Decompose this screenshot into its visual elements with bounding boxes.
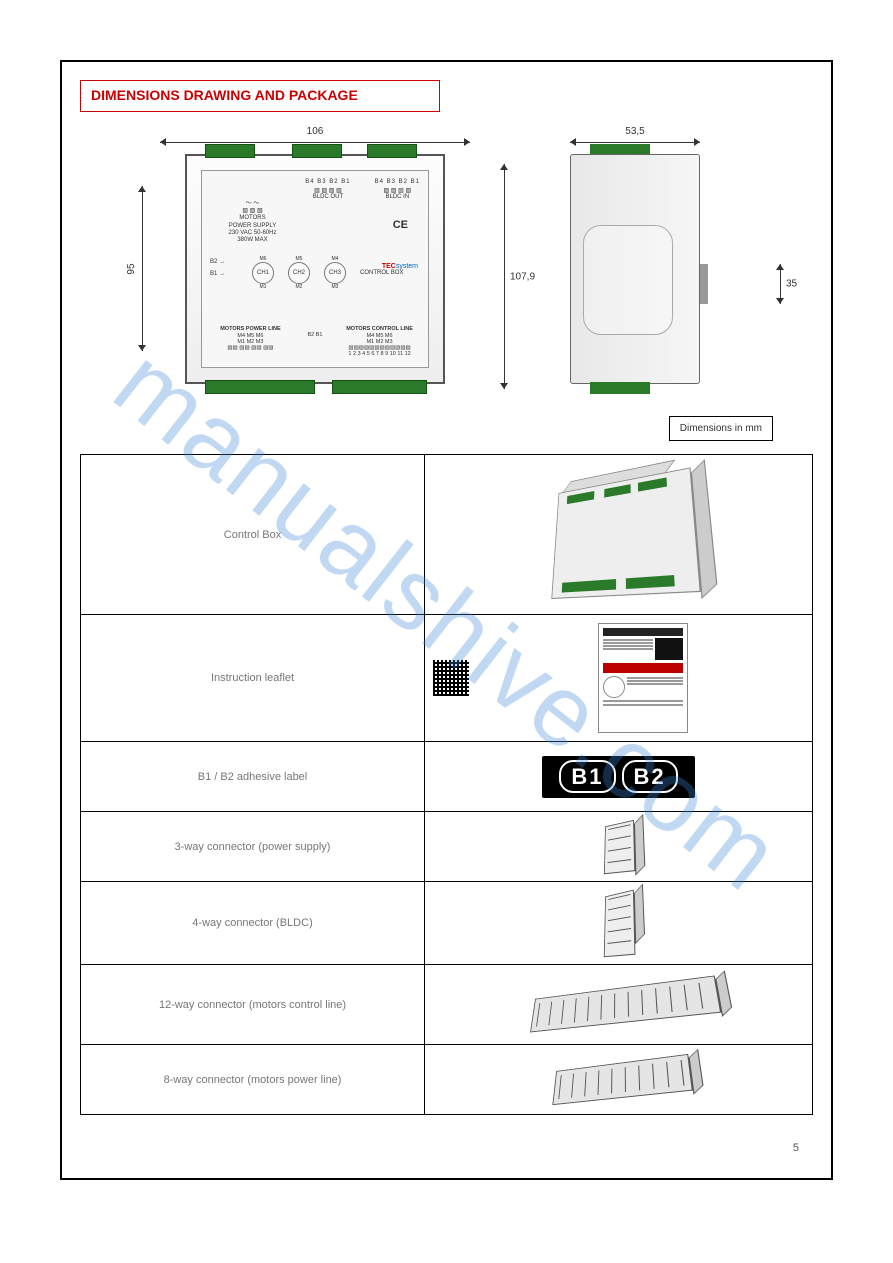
front-view: 106 B4 B3 B2 B1 ▧ ▧ ▧ ▧ (160, 132, 470, 384)
qr-code-icon (433, 660, 469, 696)
table-row: 4-way connector (BLDC) (81, 882, 813, 965)
mini-connector-4way (603, 890, 635, 958)
page-outer-border: DIMENSIONS DRAWING AND PACKAGE 106 (60, 60, 833, 1180)
section-title: DIMENSIONS DRAWING AND PACKAGE (80, 80, 440, 112)
part-label: Instruction leaflet (211, 672, 294, 684)
side-view: 53,5 35 (530, 132, 740, 384)
mini-connector-3way (603, 819, 634, 873)
b1-b2-label: B1B2 (542, 756, 694, 798)
table-row: 8-way connector (motors power line) (81, 1045, 813, 1115)
mini-connector-12way (530, 975, 721, 1032)
part-label: Control Box (224, 529, 281, 541)
device-front: B4 B3 B2 B1 ▧ ▧ ▧ ▧ BLDC OUT B4 B3 B2 B1… (185, 154, 445, 384)
mini-leaflet (598, 623, 688, 733)
mini-connector-8way (552, 1053, 693, 1104)
terminal-block (205, 380, 315, 394)
ch-circle: CH3 (324, 262, 346, 284)
ch-circle: CH1 (252, 262, 274, 284)
part-label: B1 / B2 adhesive label (198, 771, 307, 783)
page-number: 5 (793, 1142, 799, 1154)
lower-labels: MOTORS POWER LINE M4 M5 M6 M1 M2 M3 ▧▧ ▧… (210, 326, 420, 357)
ce-mark: CE (393, 219, 408, 231)
device-faceplate: B4 B3 B2 B1 ▧ ▧ ▧ ▧ BLDC OUT B4 B3 B2 B1… (201, 170, 429, 368)
dim-value: 53,5 (621, 126, 648, 137)
terminal-block (332, 380, 427, 394)
bldc-in: B4 B3 B2 B1 ▧ ▧ ▧ ▧ BLDC IN (375, 179, 420, 200)
bldc-out: B4 B3 B2 B1 ▧ ▧ ▧ ▧ BLDC OUT (305, 179, 350, 200)
dim-value: 95 (126, 263, 137, 274)
terminal-block (367, 144, 417, 158)
terminal-block (205, 144, 255, 158)
package-contents-table: Control Box Instruction leaflet (80, 454, 813, 1115)
part-label-cell: 4-way connector (BLDC) (81, 882, 425, 965)
table-row: Control Box (81, 455, 813, 615)
part-image-cell (425, 1045, 813, 1115)
table-row: 3-way connector (power supply) (81, 812, 813, 882)
units-note: Dimensions in mm (669, 416, 773, 441)
table-row: B1 / B2 adhesive label B1B2 (81, 742, 813, 812)
tecsystem-logo: TECsystem (382, 263, 418, 270)
mini-device-3d (551, 467, 701, 599)
part-label-cell: 3-way connector (power supply) (81, 812, 425, 882)
part-label-cell: 8-way connector (motors power line) (81, 1045, 425, 1115)
part-label: 4-way connector (BLDC) (192, 917, 312, 929)
part-label: 3-way connector (power supply) (175, 841, 331, 853)
dimension-drawings: 106 B4 B3 B2 B1 ▧ ▧ ▧ ▧ (160, 132, 813, 384)
page-content: DIMENSIONS DRAWING AND PACKAGE 106 (80, 80, 813, 1160)
dim-value: 35 (786, 279, 797, 290)
control-box-label: CONTROL BOX (360, 270, 403, 276)
ch-circle: CH2 (288, 262, 310, 284)
part-label: 8-way connector (motors power line) (164, 1074, 342, 1086)
part-label-cell: Instruction leaflet (81, 615, 425, 742)
part-label: 12-way connector (motors control line) (159, 999, 346, 1011)
part-image-cell (425, 965, 813, 1045)
part-image-cell (425, 455, 813, 615)
din-rail-clip (700, 264, 708, 304)
part-image-cell (425, 882, 813, 965)
channel-row: M6 CH1 M1 M5 CH2 M2 M4 (252, 256, 403, 290)
device-side (570, 154, 700, 384)
part-image-cell: B1B2 (425, 742, 813, 812)
dim-value: 106 (303, 126, 328, 137)
table-row: Instruction leaflet (81, 615, 813, 742)
table-row: 12-way connector (motors control line) (81, 965, 813, 1045)
part-image-cell (425, 812, 813, 882)
part-label-cell: Control Box (81, 455, 425, 615)
part-image-cell (425, 615, 813, 742)
part-label-cell: B1 / B2 adhesive label (81, 742, 425, 812)
power-supply-text: ～ ～ ▧ ▧ ▧ MOTORS POWER SUPPLY 230 VAC 50… (210, 201, 295, 244)
part-label-cell: 12-way connector (motors control line) (81, 965, 425, 1045)
terminal-block (590, 382, 650, 394)
terminal-block (292, 144, 342, 158)
